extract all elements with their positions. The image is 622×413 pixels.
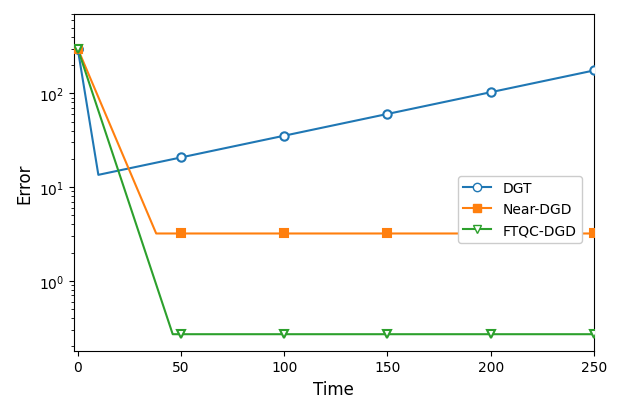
Y-axis label: Error: Error xyxy=(15,163,33,203)
Legend: DGT, Near-DGD, FTQC-DGD: DGT, Near-DGD, FTQC-DGD xyxy=(458,176,582,243)
X-axis label: Time: Time xyxy=(313,380,354,398)
